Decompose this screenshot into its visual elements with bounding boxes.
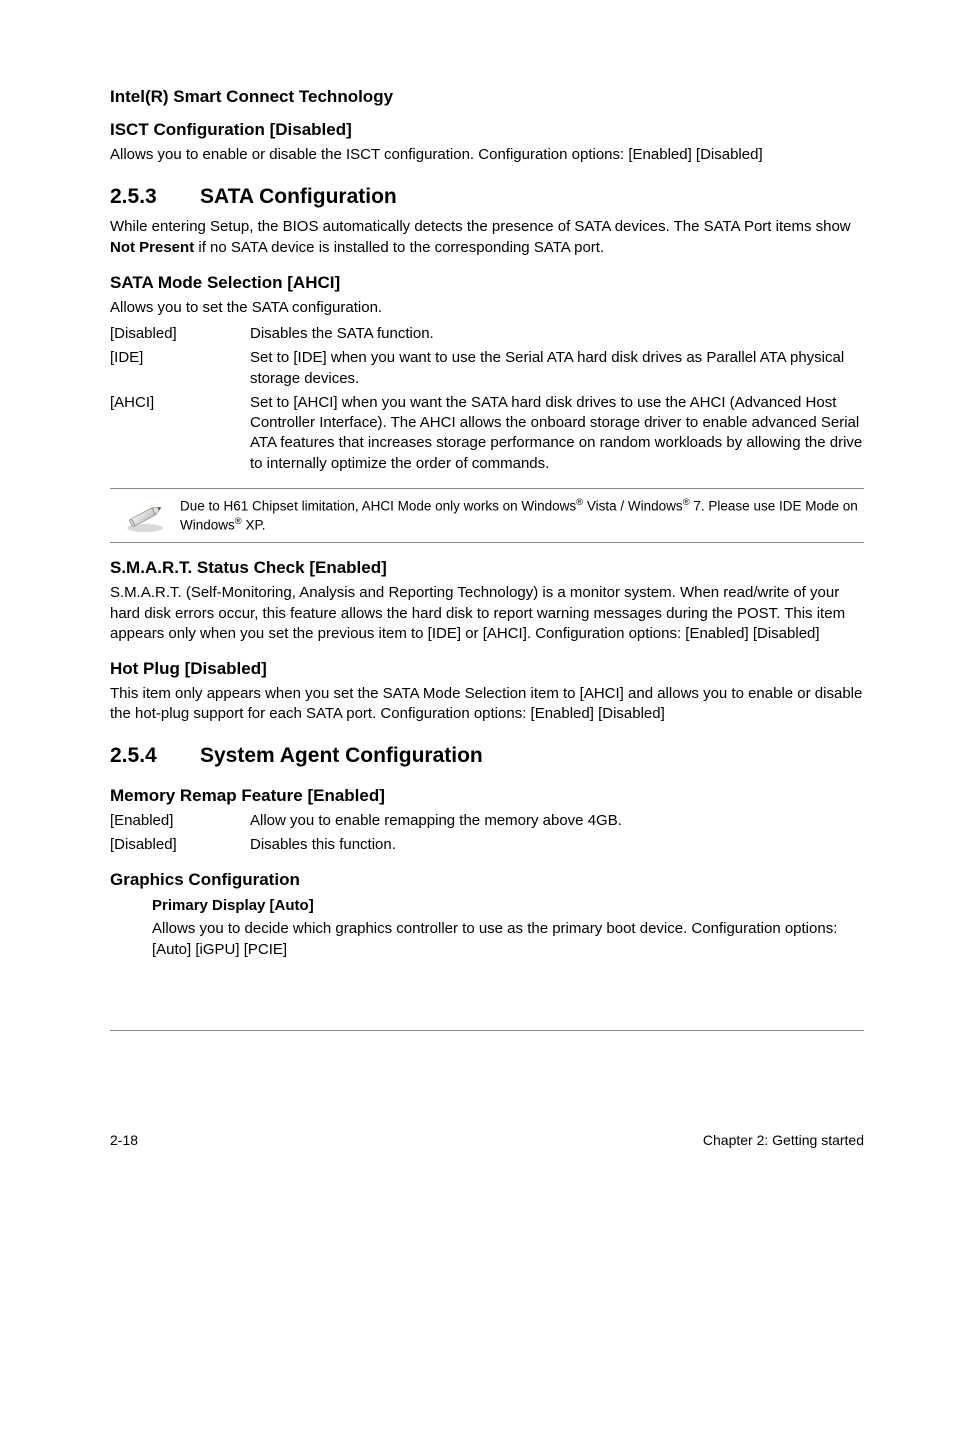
footer-divider bbox=[110, 1030, 864, 1031]
sata-mode-heading: SATA Mode Selection [AHCI] bbox=[110, 272, 864, 295]
def-body: Disables the SATA function. bbox=[250, 324, 864, 344]
chapter-label: Chapter 2: Getting started bbox=[703, 1131, 864, 1150]
hot-plug-heading: Hot Plug [Disabled] bbox=[110, 658, 864, 681]
def-term: [Disabled] bbox=[110, 324, 250, 344]
hot-plug-body: This item only appears when you set the … bbox=[110, 684, 864, 725]
intel-smart-connect-heading: Intel(R) Smart Connect Technology bbox=[110, 86, 864, 109]
sata-mode-intro: Allows you to set the SATA configuration… bbox=[110, 298, 864, 318]
def-body: Set to [AHCI] when you want the SATA har… bbox=[250, 393, 864, 474]
primary-display-block: Primary Display [Auto] Allows you to dec… bbox=[152, 896, 864, 960]
def-body: Disables this function. bbox=[250, 835, 864, 855]
def-row: [Disabled] Disables this function. bbox=[110, 835, 864, 855]
memory-remap-heading: Memory Remap Feature [Enabled] bbox=[110, 785, 864, 808]
smart-status-heading: S.M.A.R.T. Status Check [Enabled] bbox=[110, 557, 864, 580]
graphics-config-heading: Graphics Configuration bbox=[110, 869, 864, 892]
page-number: 2-18 bbox=[110, 1131, 138, 1150]
def-row: [Enabled] Allow you to enable remapping … bbox=[110, 811, 864, 831]
sata-intro: While entering Setup, the BIOS automatic… bbox=[110, 217, 864, 258]
def-body: Set to [IDE] when you want to use the Se… bbox=[250, 348, 864, 389]
smart-status-body: S.M.A.R.T. (Self-Monitoring, Analysis an… bbox=[110, 583, 864, 644]
section-number: 2.5.4 bbox=[110, 742, 200, 770]
def-body: Allow you to enable remapping the memory… bbox=[250, 811, 864, 831]
def-term: [AHCI] bbox=[110, 393, 250, 474]
sata-config-section-title: 2.5.3SATA Configuration bbox=[110, 183, 864, 211]
section-title-text: System Agent Configuration bbox=[200, 744, 483, 767]
note-pencil-icon bbox=[110, 498, 180, 534]
def-term: [Enabled] bbox=[110, 811, 250, 831]
def-term: [IDE] bbox=[110, 348, 250, 389]
section-title-text: SATA Configuration bbox=[200, 185, 397, 208]
note-box: Due to H61 Chipset limitation, AHCI Mode… bbox=[110, 488, 864, 543]
note-text: Due to H61 Chipset limitation, AHCI Mode… bbox=[180, 497, 864, 534]
page-footer: 2-18 Chapter 2: Getting started bbox=[110, 1121, 864, 1150]
isct-config-body: Allows you to enable or disable the ISCT… bbox=[110, 145, 864, 165]
section-number: 2.5.3 bbox=[110, 183, 200, 211]
def-row: [AHCI] Set to [AHCI] when you want the S… bbox=[110, 393, 864, 474]
isct-config-heading: ISCT Configuration [Disabled] bbox=[110, 119, 864, 142]
primary-display-body: Allows you to decide which graphics cont… bbox=[152, 919, 864, 960]
primary-display-heading: Primary Display [Auto] bbox=[152, 896, 864, 916]
def-row: [IDE] Set to [IDE] when you want to use … bbox=[110, 348, 864, 389]
def-term: [Disabled] bbox=[110, 835, 250, 855]
system-agent-section-title: 2.5.4System Agent Configuration bbox=[110, 742, 864, 770]
def-row: [Disabled] Disables the SATA function. bbox=[110, 324, 864, 344]
